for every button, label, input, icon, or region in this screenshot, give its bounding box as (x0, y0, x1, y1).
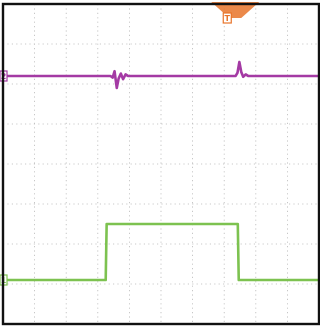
time-marker-label: T (225, 14, 231, 23)
time-marker-flag (222, 12, 232, 24)
waveform-trace-1 (1, 222, 320, 282)
waveform-traces (1, 60, 320, 282)
waveform-trace-2 (1, 60, 320, 90)
trigger-position-arrow (211, 2, 260, 18)
graticule-grid (3, 4, 319, 324)
